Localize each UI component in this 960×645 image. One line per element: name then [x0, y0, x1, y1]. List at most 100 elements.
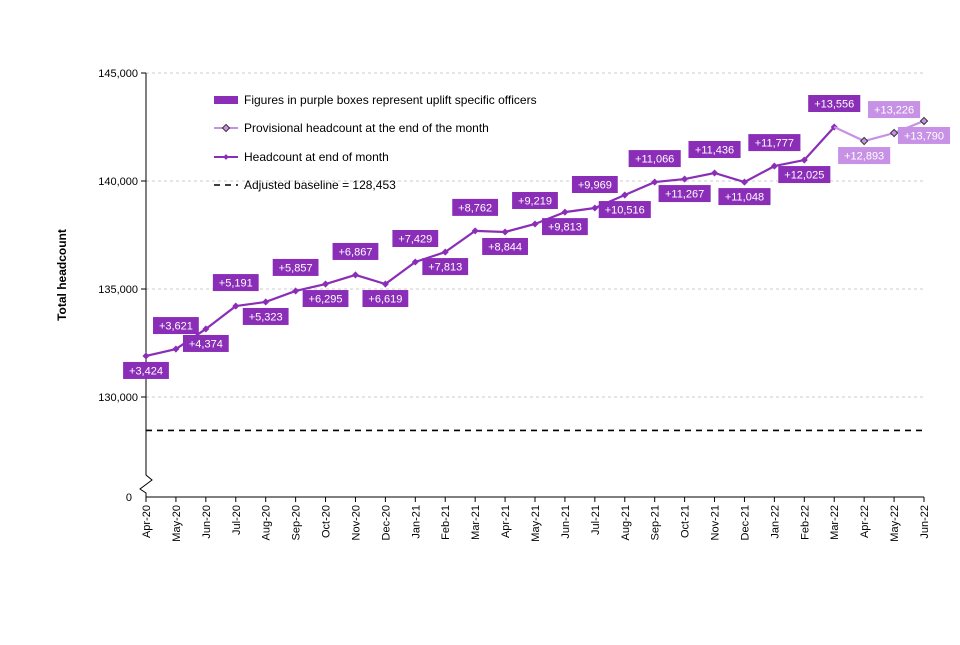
headcount-point [262, 298, 270, 306]
headcount-point [292, 287, 300, 295]
uplift-label-box [482, 237, 528, 255]
headcount-point [770, 162, 778, 170]
uplift-label: +7,813 [428, 262, 462, 274]
headcount-point [711, 169, 719, 177]
provisional-point [919, 116, 929, 126]
uplift-label-box [688, 141, 741, 159]
uplift-label: +6,619 [368, 294, 402, 306]
uplift-label: +11,066 [635, 154, 674, 166]
uplift-label: +3,424 [129, 365, 163, 377]
headcount-point [381, 280, 389, 288]
uplift-label-box [362, 290, 409, 308]
headcount-point [800, 156, 808, 164]
headcount-line [145, 126, 836, 358]
uplift-label: +11,777 [755, 138, 794, 150]
headcount-point [441, 248, 449, 256]
y-axis-label: Total headcount [55, 229, 69, 321]
legend-label-provisional: Provisional headcount at the end of the … [244, 121, 489, 135]
x-tick-label: May-22 [889, 505, 901, 542]
y-tick-label: 135,000 [98, 284, 138, 296]
headcount-point [591, 204, 599, 212]
uplift-label: +3,621 [159, 321, 193, 333]
x-tick-label: Feb-22 [799, 505, 811, 540]
uplift-label: +12,025 [784, 170, 824, 182]
uplift-label: +4,374 [189, 338, 223, 350]
legend-marker-provisional [221, 123, 231, 133]
uplift-label: +13,556 [814, 99, 854, 111]
x-tick-label: May-21 [530, 505, 542, 542]
uplift-label: +7,429 [398, 234, 432, 246]
x-tick-label: Jun-21 [560, 505, 572, 539]
x-tick-label: May-20 [171, 505, 183, 542]
uplift-label: +12,893 [844, 151, 884, 163]
headcount-point [202, 325, 210, 333]
uplift-label: +13,790 [904, 130, 944, 142]
headcount-point [531, 220, 539, 228]
x-tick-label: Jun-20 [201, 505, 213, 539]
uplift-label-box [868, 101, 921, 119]
x-tick-label: Jul-21 [590, 505, 602, 535]
uplift-label-box [748, 134, 801, 152]
uplift-label: +6,867 [338, 246, 372, 258]
legend-label-baseline: Adjusted baseline = 128,453 [244, 178, 396, 192]
uplift-labels: +3,424 +3,621 +4,374 +5,191 +5,323 +5,857 +6,2… [123, 95, 951, 379]
uplift-label-box [123, 361, 169, 379]
uplift-label: +5,323 [249, 311, 283, 323]
x-tick-label: Oct-21 [680, 505, 692, 538]
headcount-point [740, 178, 748, 186]
uplift-label: +9,219 [518, 195, 552, 207]
uplift-label: +13,226 [874, 105, 914, 117]
uplift-label: +5,191 [219, 278, 253, 290]
y-tick-label-zero: 0 [126, 492, 132, 504]
y-axis-with-break [139, 73, 153, 497]
headcount-point [651, 178, 659, 186]
headcount-point [322, 280, 330, 288]
x-tick-label: Sep-21 [650, 505, 662, 540]
uplift-label: +8,762 [458, 202, 492, 214]
uplift-label: +10,516 [605, 205, 645, 217]
x-tick-label: Aug-21 [620, 505, 632, 540]
uplift-label-box [628, 150, 681, 168]
x-tick-label: Nov-20 [350, 505, 362, 540]
series-lines [142, 116, 929, 360]
uplift-label: +11,048 [725, 192, 764, 204]
legend-marker-headcount [223, 154, 229, 160]
x-tick-label: Jan-21 [410, 505, 422, 539]
x-tick-label: Dec-20 [380, 505, 392, 540]
provisional-point [889, 128, 899, 138]
x-tick-label: Apr-21 [500, 505, 512, 538]
x-tick-label: Apr-22 [859, 505, 871, 538]
uplift-label-box [422, 258, 469, 276]
x-tick-label: Nov-21 [710, 505, 722, 540]
uplift-label: +9,969 [578, 180, 612, 192]
uplift-label-box [392, 230, 439, 247]
headcount-point [411, 258, 419, 266]
headcount-point [681, 175, 689, 183]
headcount-point [232, 302, 240, 310]
uplift-label-box [452, 198, 499, 216]
y-tick-label: 140,000 [98, 176, 138, 188]
uplift-label: +8,844 [488, 241, 522, 253]
headcount-point [172, 345, 180, 353]
uplift-label-box [332, 242, 379, 260]
uplift-label-box [658, 185, 711, 203]
uplift-label-box [242, 307, 289, 325]
uplift-label: +6,295 [309, 294, 343, 306]
uplift-label-box [153, 317, 199, 335]
uplift-label: +9,813 [548, 222, 582, 234]
x-tick-labels: Apr-20 May-20 Jun-20 Jul-20 Aug-20 Sep-20 Oct-… [141, 505, 931, 542]
uplift-label-box [542, 218, 588, 236]
headcount-point [351, 271, 359, 279]
axes [139, 72, 925, 502]
x-tick-label: Aug-20 [261, 505, 273, 540]
uplift-label-box [182, 334, 229, 352]
y-tick-label: 145,000 [98, 68, 138, 80]
legend: Figures in purple boxes represent uplift… [214, 93, 537, 192]
legend-label-headcount: Headcount at end of month [244, 150, 389, 164]
uplift-label-box [718, 188, 771, 206]
uplift-label-box [808, 95, 861, 112]
uplift-label: +11,436 [695, 145, 734, 157]
uplift-label-box [598, 201, 651, 219]
y-tick-label: 130,000 [98, 392, 138, 404]
